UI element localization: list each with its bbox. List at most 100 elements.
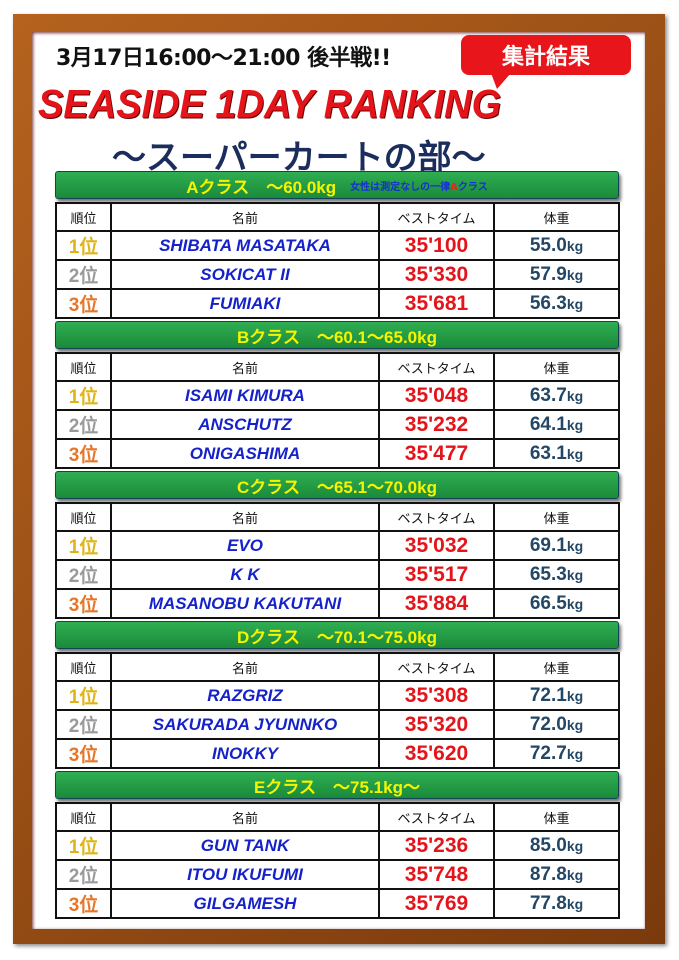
table-row: 2位 SAKURADA JYUNNKO 35'320 72.0kg (55, 709, 620, 740)
time-cell: 35'320 (378, 709, 495, 740)
header-name: 名前 (110, 802, 380, 832)
name-cell: INOKKY (110, 738, 380, 769)
name-cell: ISAMI KIMURA (110, 380, 380, 411)
class-banner: Aクラス 〜60.0kg 女性は測定なしの一律Aクラス (55, 171, 619, 199)
name-cell: GUN TANK (110, 830, 380, 861)
time-cell: 35'032 (378, 530, 495, 561)
table-row: 1位 RAZGRIZ 35'308 72.1kg (55, 680, 620, 711)
weight-unit: kg (566, 716, 584, 733)
weight-value: 64.1 (529, 413, 567, 435)
time-cell: 35'100 (378, 230, 495, 261)
header-weight: 体重 (493, 502, 620, 532)
rank-cell: 1位 (55, 830, 112, 861)
note-text: 女性は測定なしの一律 (350, 181, 451, 193)
rank-cell: 2位 (55, 859, 112, 890)
name-cell: RAZGRIZ (110, 680, 380, 711)
table-row: 2位 K K 35'517 65.3kg (55, 559, 620, 590)
table-row: 1位 SHIBATA MASATAKA 35'100 55.0kg (55, 230, 620, 261)
rank-cell: 2位 (55, 409, 112, 440)
header-time: ベストタイム (378, 652, 495, 682)
header-time: ベストタイム (378, 352, 495, 382)
weight-unit: kg (566, 566, 584, 583)
table-header: 順位 名前 ベストタイム 体重 (55, 502, 620, 532)
rank-cell: 2位 (55, 559, 112, 590)
weight-cell: 87.8kg (493, 859, 620, 890)
class-label: Eクラス 〜75.1kg〜 (254, 777, 420, 797)
weight-cell: 57.9kg (493, 259, 620, 290)
weight-unit: kg (566, 595, 584, 612)
table-row: 1位 EVO 35'032 69.1kg (55, 530, 620, 561)
table-header: 順位 名前 ベストタイム 体重 (55, 802, 620, 832)
name-cell: EVO (110, 530, 380, 561)
weight-cell: 85.0kg (493, 830, 620, 861)
note-text: クラス (457, 181, 488, 193)
name-cell: SOKICAT II (110, 259, 380, 290)
weight-cell: 72.0kg (493, 709, 620, 740)
ranking-table: 順位 名前 ベストタイム 体重 1位 SHIBATA MASATAKA 35'100 55.0… (55, 202, 620, 319)
event-date: 3月17日16:00〜21:00 後半戦!! (56, 46, 391, 71)
header-time: ベストタイム (378, 202, 495, 232)
class-banner: Cクラス 〜65.1〜70.0kg (55, 471, 619, 499)
weight-value: 55.0 (529, 234, 567, 256)
time-cell: 35'748 (378, 859, 495, 890)
class-banner: Bクラス 〜60.1〜65.0kg (55, 321, 619, 349)
name-cell: ITOU IKUFUMI (110, 859, 380, 890)
rank-cell: 1位 (55, 680, 112, 711)
name-cell: MASANOBU KAKUTANI (110, 588, 380, 619)
time-cell: 35'330 (378, 259, 495, 290)
header-name: 名前 (110, 502, 380, 532)
header-name: 名前 (110, 352, 380, 382)
name-cell: SAKURADA JYUNNKO (110, 709, 380, 740)
results-badge: 集計結果 (461, 35, 631, 89)
weight-value: 63.1 (529, 442, 567, 464)
rank-cell: 1位 (55, 380, 112, 411)
weight-unit: kg (566, 687, 584, 704)
name-cell: ONIGASHIMA (110, 438, 380, 469)
weight-value: 77.8 (529, 892, 567, 914)
ranking-table: 順位 名前 ベストタイム 体重 1位 GUN TANK 35'236 85.0kg 2位 ITOU… (55, 802, 620, 919)
weight-unit: kg (566, 237, 584, 254)
weight-value: 72.7 (529, 742, 567, 764)
weight-cell: 69.1kg (493, 530, 620, 561)
name-cell: K K (110, 559, 380, 590)
header-rank: 順位 (55, 652, 112, 682)
weight-value: 66.5 (529, 592, 567, 614)
header-name: 名前 (110, 202, 380, 232)
name-cell: ANSCHUTZ (110, 409, 380, 440)
class-label: Bクラス 〜60.1〜65.0kg (237, 327, 437, 347)
rank-cell: 3位 (55, 888, 112, 919)
time-cell: 35'769 (378, 888, 495, 919)
weight-unit: kg (566, 445, 584, 462)
weight-cell: 72.1kg (493, 680, 620, 711)
table-header: 順位 名前 ベストタイム 体重 (55, 652, 620, 682)
weight-unit: kg (566, 266, 584, 283)
time-cell: 35'884 (378, 588, 495, 619)
time-cell: 35'048 (378, 380, 495, 411)
table-row: 2位 SOKICAT II 35'330 57.9kg (55, 259, 620, 290)
table-row: 1位 GUN TANK 35'236 85.0kg (55, 830, 620, 861)
table-row: 3位 FUMIAKI 35'681 56.3kg (55, 288, 620, 319)
weight-value: 69.1 (529, 534, 567, 556)
weight-cell: 65.3kg (493, 559, 620, 590)
time-cell: 35'308 (378, 680, 495, 711)
class-label: Cクラス 〜65.1〜70.0kg (237, 477, 437, 497)
header-weight: 体重 (493, 202, 620, 232)
time-cell: 35'517 (378, 559, 495, 590)
table-header: 順位 名前 ベストタイム 体重 (55, 352, 620, 382)
time-cell: 35'232 (378, 409, 495, 440)
time-cell: 35'236 (378, 830, 495, 861)
table-row: 3位 INOKKY 35'620 72.7kg (55, 738, 620, 769)
weight-unit: kg (566, 837, 584, 854)
ranking-table: 順位 名前 ベストタイム 体重 1位 RAZGRIZ 35'308 72.1kg 2位 SAKUR… (55, 652, 620, 769)
class-banner: Dクラス 〜70.1〜75.0kg (55, 621, 619, 649)
ranking-table: 順位 名前 ベストタイム 体重 1位 ISAMI KIMURA 35'048 63.7 kg 2位… (55, 352, 620, 469)
header-rank: 順位 (55, 802, 112, 832)
weight-value: 63.7 (529, 384, 567, 406)
weight-value: 72.1 (529, 684, 567, 706)
class-banner: Eクラス 〜75.1kg〜 (55, 771, 619, 799)
weight-value: 72.0 (529, 713, 567, 735)
rank-cell: 3位 (55, 588, 112, 619)
weight-value: 85.0 (529, 834, 567, 856)
name-cell: GILGAMESH (110, 888, 380, 919)
name-cell: FUMIAKI (110, 288, 380, 319)
